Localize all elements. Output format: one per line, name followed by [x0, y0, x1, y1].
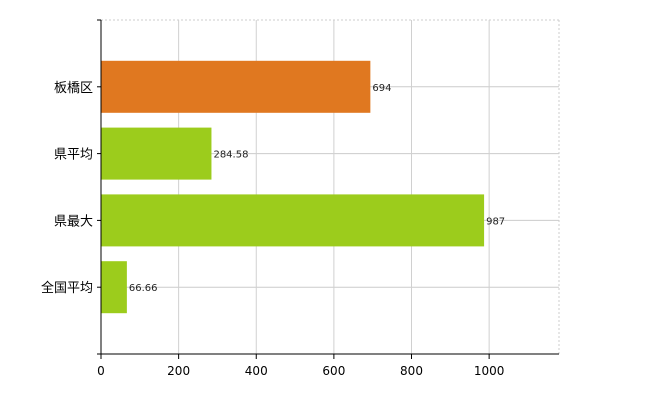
x-tick-label: 0: [97, 364, 105, 378]
category-label: 全国平均: [41, 280, 93, 296]
x-tick-label: 1000: [474, 364, 505, 378]
axes: [97, 19, 559, 359]
bar: [101, 60, 371, 113]
category-label: 県最大: [54, 214, 93, 229]
data-label: 284.58: [213, 150, 248, 161]
bar: [101, 127, 212, 180]
data-label: 694: [372, 83, 391, 94]
data-label: 987: [486, 216, 505, 227]
data-label: 66.66: [129, 283, 158, 294]
x-tick-label: 600: [322, 364, 345, 378]
bar: [101, 194, 485, 247]
x-tick-label: 200: [167, 364, 190, 378]
x-tick-label: 800: [400, 364, 423, 378]
bar: [101, 261, 127, 314]
category-label: 板橋区: [54, 81, 93, 96]
x-tick-label: 400: [245, 364, 268, 378]
labels: 694 板橋区 284.58 県平均 987 県最大 66.66 全国平均 0 200 400 600…: [41, 81, 505, 378]
bars: [101, 60, 485, 314]
category-label: 県平均: [54, 148, 93, 163]
